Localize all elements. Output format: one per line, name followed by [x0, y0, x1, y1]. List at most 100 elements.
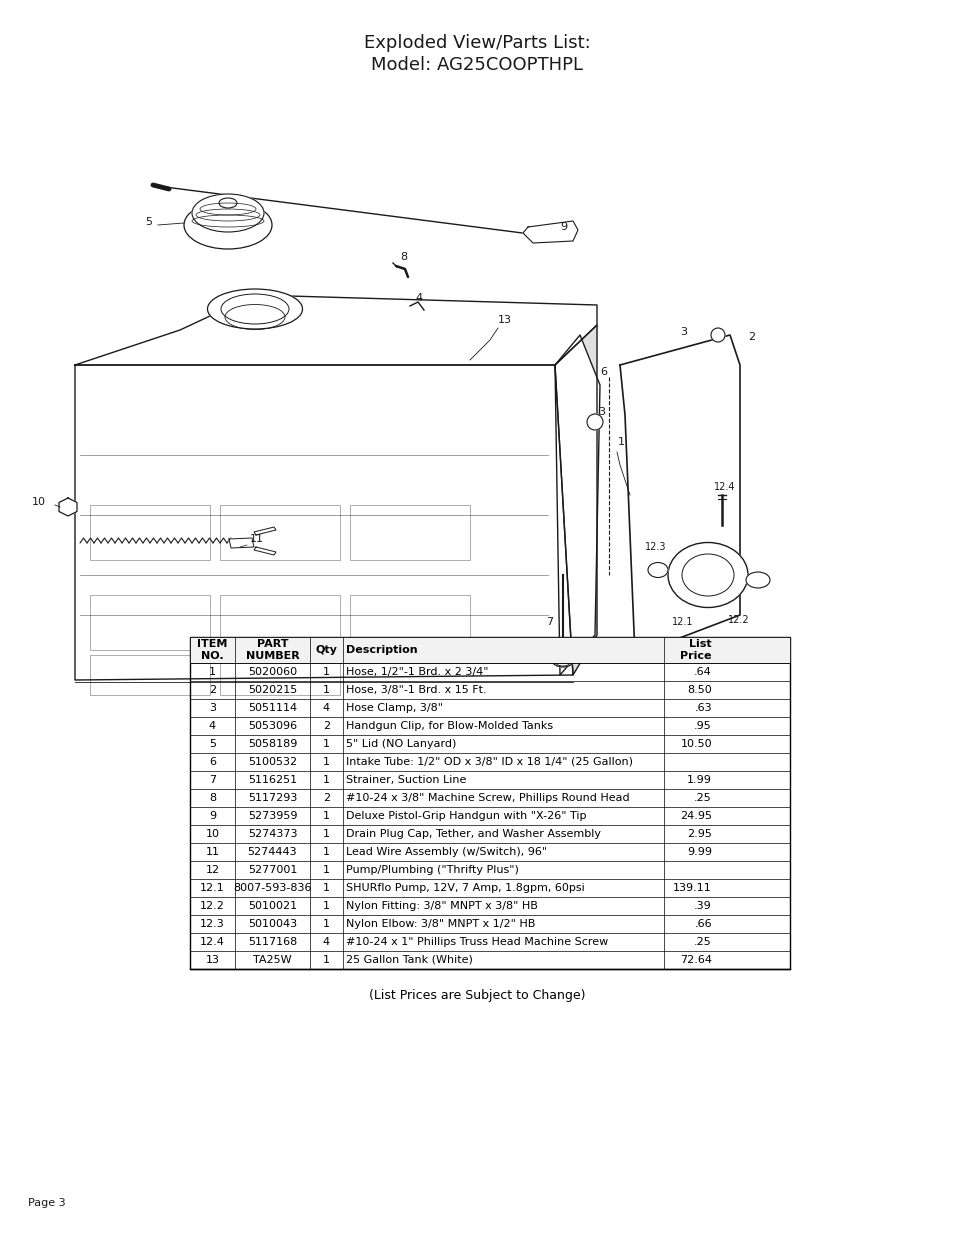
- Text: SHURflo Pump, 12V, 7 Amp, 1.8gpm, 60psi: SHURflo Pump, 12V, 7 Amp, 1.8gpm, 60psi: [346, 883, 584, 893]
- Text: PART
NUMBER: PART NUMBER: [245, 640, 299, 661]
- Text: Hose, 3/8"-1 Brd. x 15 Ft.: Hose, 3/8"-1 Brd. x 15 Ft.: [346, 685, 486, 695]
- Text: 12.1: 12.1: [200, 883, 225, 893]
- Ellipse shape: [192, 194, 264, 232]
- Ellipse shape: [647, 562, 667, 578]
- Text: Nylon Fitting: 3/8" MNPT x 3/8" HB: Nylon Fitting: 3/8" MNPT x 3/8" HB: [346, 902, 537, 911]
- Text: 5274443: 5274443: [248, 847, 297, 857]
- Text: 12.3: 12.3: [200, 919, 225, 929]
- Text: 139.11: 139.11: [673, 883, 711, 893]
- Text: 72.64: 72.64: [679, 955, 711, 965]
- Text: 5273959: 5273959: [248, 811, 297, 821]
- Text: 4: 4: [323, 703, 330, 713]
- Bar: [190, 637, 789, 969]
- Polygon shape: [619, 335, 740, 655]
- Text: 9: 9: [559, 222, 566, 232]
- Text: Lead Wire Assembly (w/Switch), 96": Lead Wire Assembly (w/Switch), 96": [346, 847, 547, 857]
- Text: 5116251: 5116251: [248, 776, 296, 785]
- Polygon shape: [555, 335, 599, 676]
- Text: 5117168: 5117168: [248, 937, 296, 947]
- Text: Drain Plug Cap, Tether, and Washer Assembly: Drain Plug Cap, Tether, and Washer Assem…: [346, 829, 600, 839]
- Text: 10: 10: [205, 829, 219, 839]
- Text: 25 Gallon Tank (White): 25 Gallon Tank (White): [346, 955, 473, 965]
- Text: Handgun Clip, for Blow-Molded Tanks: Handgun Clip, for Blow-Molded Tanks: [346, 721, 553, 731]
- Text: 8.50: 8.50: [686, 685, 711, 695]
- Text: 1: 1: [323, 829, 330, 839]
- Text: 5051114: 5051114: [248, 703, 296, 713]
- Text: 10: 10: [32, 496, 46, 508]
- Text: 7: 7: [209, 776, 215, 785]
- Ellipse shape: [745, 572, 769, 588]
- Text: 7: 7: [545, 618, 553, 627]
- Polygon shape: [253, 547, 275, 555]
- Text: 3: 3: [209, 703, 215, 713]
- Text: 1: 1: [323, 667, 330, 677]
- Polygon shape: [75, 366, 573, 680]
- Text: Qty: Qty: [315, 645, 337, 655]
- Text: 12.1: 12.1: [671, 618, 693, 627]
- Text: 5274373: 5274373: [248, 829, 297, 839]
- Text: #10-24 x 1" Phillips Truss Head Machine Screw: #10-24 x 1" Phillips Truss Head Machine …: [346, 937, 608, 947]
- Text: 5277001: 5277001: [248, 864, 297, 876]
- Polygon shape: [555, 325, 597, 676]
- Text: .39: .39: [694, 902, 711, 911]
- Text: 13: 13: [205, 955, 219, 965]
- Text: 12.2: 12.2: [200, 902, 225, 911]
- Bar: [220, 595, 339, 650]
- Text: 12.2: 12.2: [727, 615, 749, 625]
- Text: Hose Clamp, 3/8": Hose Clamp, 3/8": [346, 703, 442, 713]
- Text: .66: .66: [694, 919, 711, 929]
- Text: 1: 1: [618, 437, 624, 447]
- Ellipse shape: [219, 198, 236, 207]
- Text: 1.99: 1.99: [686, 776, 711, 785]
- Text: 5: 5: [209, 739, 215, 748]
- Text: 4: 4: [415, 293, 421, 303]
- Text: 3: 3: [598, 408, 604, 417]
- Text: List
Price: List Price: [679, 640, 711, 661]
- Text: .63: .63: [694, 703, 711, 713]
- Text: 5020060: 5020060: [248, 667, 296, 677]
- Text: Intake Tube: 1/2" OD x 3/8" ID x 18 1/4" (25 Gallon): Intake Tube: 1/2" OD x 3/8" ID x 18 1/4"…: [346, 757, 633, 767]
- Polygon shape: [522, 221, 578, 243]
- Text: 5: 5: [145, 217, 152, 227]
- Text: Description: Description: [346, 645, 417, 655]
- Text: 11: 11: [250, 534, 264, 543]
- Text: 10.50: 10.50: [679, 739, 711, 748]
- Text: 1: 1: [323, 776, 330, 785]
- Bar: [350, 505, 470, 559]
- Circle shape: [586, 414, 602, 430]
- Text: 1: 1: [323, 883, 330, 893]
- Text: 12.4: 12.4: [200, 937, 225, 947]
- Bar: [90, 505, 210, 559]
- Text: 1: 1: [323, 955, 330, 965]
- Text: 1: 1: [323, 919, 330, 929]
- Polygon shape: [229, 538, 253, 548]
- Bar: [220, 655, 339, 695]
- Text: 1: 1: [323, 685, 330, 695]
- Text: 3: 3: [679, 327, 686, 337]
- Text: 8007-593-836: 8007-593-836: [233, 883, 312, 893]
- Text: Deluxe Pistol-Grip Handgun with "X-26" Tip: Deluxe Pistol-Grip Handgun with "X-26" T…: [346, 811, 586, 821]
- Bar: [90, 595, 210, 650]
- Text: 2.95: 2.95: [686, 829, 711, 839]
- Text: 5117293: 5117293: [248, 793, 297, 803]
- Text: .25: .25: [694, 937, 711, 947]
- Bar: [90, 655, 210, 695]
- Text: 1: 1: [323, 847, 330, 857]
- Text: Nylon Elbow: 3/8" MNPT x 1/2" HB: Nylon Elbow: 3/8" MNPT x 1/2" HB: [346, 919, 535, 929]
- Ellipse shape: [667, 542, 747, 608]
- Text: ITEM
NO.: ITEM NO.: [197, 640, 228, 661]
- Text: 1: 1: [323, 739, 330, 748]
- Text: (List Prices are Subject to Change): (List Prices are Subject to Change): [369, 989, 584, 1002]
- Text: 1: 1: [209, 667, 215, 677]
- Text: 2: 2: [323, 721, 330, 731]
- Text: Exploded View/Parts List:: Exploded View/Parts List:: [363, 35, 590, 52]
- Text: 13: 13: [497, 315, 512, 325]
- Text: .64: .64: [694, 667, 711, 677]
- Text: 5058189: 5058189: [248, 739, 297, 748]
- Text: 8: 8: [399, 252, 407, 262]
- Text: 4: 4: [209, 721, 215, 731]
- Text: 1: 1: [323, 757, 330, 767]
- Bar: [190, 637, 789, 663]
- Bar: [220, 505, 339, 559]
- Text: Strainer, Suction Line: Strainer, Suction Line: [346, 776, 466, 785]
